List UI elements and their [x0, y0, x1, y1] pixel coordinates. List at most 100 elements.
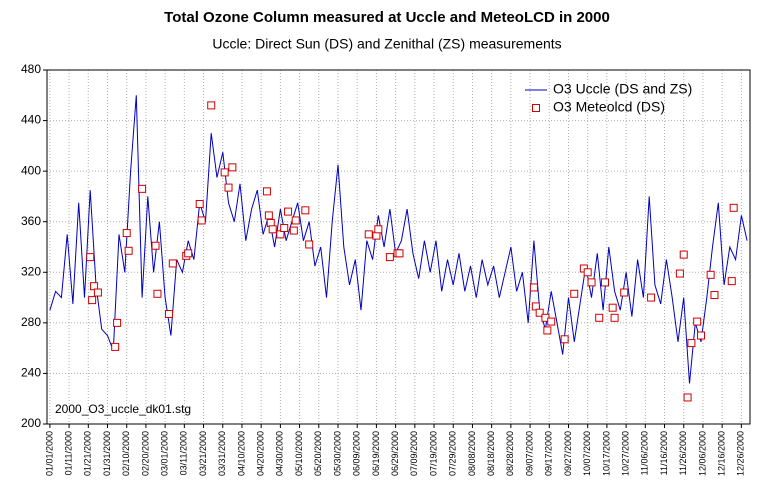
chart-title: Total Ozone Column measured at Uccle and…	[164, 9, 610, 26]
data-point	[138, 184, 147, 193]
x-tick-label: 08/18/2000	[486, 431, 496, 476]
annotation: 2000_O3_uccle_dk01.stg	[55, 402, 191, 416]
data-point	[168, 259, 177, 268]
x-tick-label: 11/16/2000	[659, 431, 669, 475]
y-tick-label: 440	[21, 113, 41, 127]
data-point	[374, 225, 383, 234]
data-point	[364, 230, 373, 239]
x-tick-label: 12/16/2000	[717, 431, 727, 476]
data-point	[706, 270, 715, 279]
data-point	[122, 229, 131, 238]
data-point	[268, 225, 277, 234]
data-point	[284, 207, 293, 216]
x-tick-label: 03/21/2000	[198, 431, 208, 476]
data-point	[291, 216, 300, 225]
data-point	[729, 203, 738, 212]
data-point	[88, 296, 97, 305]
y-tick-label: 480	[21, 62, 41, 76]
data-point	[608, 303, 617, 312]
data-point	[184, 249, 193, 258]
data-point	[195, 200, 204, 209]
data-point	[647, 293, 656, 302]
y-tick-label: 280	[21, 315, 41, 329]
x-tick-label: 09/17/2000	[544, 431, 554, 476]
data-point	[697, 331, 706, 340]
data-point	[124, 246, 133, 255]
x-tick-label: 01/01/2000	[44, 431, 54, 476]
data-point	[687, 339, 696, 348]
x-tick-label: 01/11/2000	[63, 431, 73, 475]
chart-subtitle: Uccle: Direct Sun (DS) and Zenithal (ZS)…	[212, 36, 561, 52]
data-point	[207, 101, 216, 110]
data-line	[49, 95, 748, 384]
data-point	[620, 288, 629, 297]
data-point	[289, 226, 298, 235]
data-point	[220, 168, 229, 177]
x-tick-label: 06/09/2000	[352, 431, 362, 476]
x-tick-label: 06/29/2000	[390, 431, 400, 476]
x-tick-label: 01/21/2000	[83, 431, 93, 476]
data-point	[587, 278, 596, 287]
data-point	[595, 313, 604, 322]
data-point	[301, 206, 310, 215]
x-tick-label: 08/28/2000	[505, 431, 515, 476]
data-point	[710, 291, 719, 300]
x-tick-label: 07/09/2000	[409, 431, 419, 476]
x-tick-label: 11/26/2000	[678, 431, 688, 475]
data-point	[600, 278, 609, 287]
data-point	[197, 216, 206, 225]
x-tick-label: 02/10/2000	[121, 431, 131, 476]
legend-label: O3 Uccle (DS and ZS)	[553, 81, 692, 97]
data-point	[560, 335, 569, 344]
x-tick-label: 03/01/2000	[160, 431, 170, 476]
x-tick-label: 11/06/2000	[640, 431, 650, 475]
data-point	[86, 253, 95, 262]
data-point	[164, 310, 173, 319]
data-point	[395, 249, 404, 258]
x-tick-label: 06/19/2000	[371, 431, 381, 476]
x-tick-label: 12/06/2000	[697, 431, 707, 476]
y-tick-label: 240	[21, 366, 41, 380]
data-point	[151, 241, 160, 250]
x-tick-label: 09/07/2000	[524, 431, 534, 476]
data-point	[529, 283, 538, 292]
legend-marker	[532, 104, 540, 112]
data-point	[693, 317, 702, 326]
x-tick-label: 10/07/2000	[582, 431, 592, 476]
data-point	[385, 253, 394, 262]
data-point	[224, 183, 233, 192]
x-tick-label: 05/30/2000	[332, 431, 342, 476]
x-tick-label: 01/31/2000	[102, 431, 112, 476]
data-point	[547, 317, 556, 326]
x-tick-label: 07/29/2000	[448, 431, 458, 476]
data-point	[679, 250, 688, 259]
x-tick-label: 04/20/2000	[256, 431, 266, 476]
data-point	[305, 240, 314, 249]
data-point	[113, 318, 122, 327]
x-tick-label: 03/11/2000	[179, 431, 189, 475]
x-tick-label: 09/27/2000	[563, 431, 573, 476]
data-point	[280, 224, 289, 233]
x-tick-label: 07/19/2000	[428, 431, 438, 476]
data-point	[228, 163, 237, 172]
y-tick-label: 360	[21, 214, 41, 228]
x-tick-label: 05/20/2000	[313, 431, 323, 476]
x-tick-label: 04/30/2000	[275, 431, 285, 476]
x-tick-label: 03/31/2000	[217, 431, 227, 476]
x-tick-label: 08/08/2000	[467, 431, 477, 476]
data-point	[543, 326, 552, 335]
plot-border	[46, 69, 751, 425]
x-tick-label: 02/20/2000	[140, 431, 150, 476]
data-point	[153, 289, 162, 298]
y-tick-label: 320	[21, 264, 41, 278]
data-point	[264, 211, 273, 220]
data-point	[535, 308, 544, 317]
data-point	[583, 268, 592, 277]
legend-label: O3 Meteolcd (DS)	[553, 99, 665, 115]
x-tick-label: 10/27/2000	[620, 431, 630, 476]
x-tick-label: 04/10/2000	[236, 431, 246, 476]
data-point	[610, 313, 619, 322]
y-tick-label: 400	[21, 163, 41, 177]
data-point	[262, 187, 271, 196]
